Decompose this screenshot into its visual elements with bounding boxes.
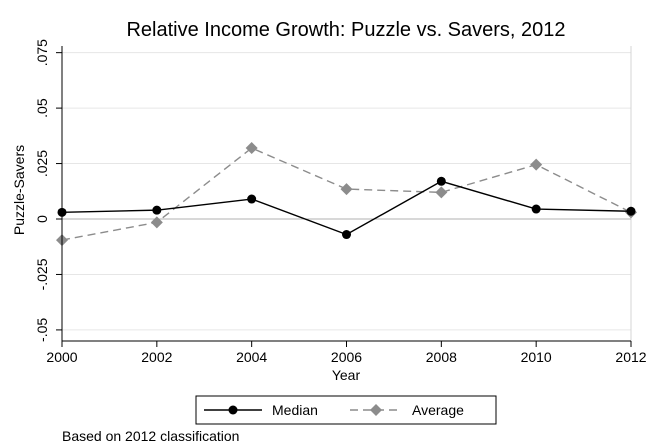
legend-marker-average	[370, 404, 382, 416]
data-point-median	[247, 194, 257, 204]
x-tick-label: 2002	[141, 349, 172, 365]
legend: Median Average	[195, 395, 497, 425]
y-tick-label: -.05	[34, 318, 50, 342]
axes	[56, 46, 632, 347]
data-point-average	[435, 186, 448, 199]
y-tick-label: .025	[34, 150, 50, 177]
series-median	[57, 176, 636, 240]
x-tick-label: 2004	[236, 349, 267, 365]
series-layer	[56, 142, 637, 247]
x-axis-label: Year	[332, 367, 361, 383]
data-point-median	[436, 176, 446, 186]
data-point-average	[530, 158, 543, 171]
y-tick-label: .05	[34, 98, 50, 118]
x-tick-label: 2008	[426, 349, 457, 365]
y-tick-label: -.025	[34, 258, 50, 290]
data-point-median	[626, 206, 636, 216]
x-tick-label: 2006	[331, 349, 362, 365]
grid-lines	[62, 52, 631, 331]
x-tick-label: 2000	[46, 349, 77, 365]
data-point-median	[342, 230, 351, 240]
legend-label-median: Median	[272, 402, 318, 418]
chart-title: Relative Income Growth: Puzzle vs. Saver…	[126, 19, 565, 41]
data-point-median	[531, 204, 541, 214]
series-average	[56, 142, 637, 247]
y-tick-label: 0	[34, 215, 50, 223]
legend-label-average: Average	[412, 402, 464, 418]
data-point-average	[340, 183, 353, 196]
legend-marker-median	[228, 405, 238, 415]
y-axis-label: Puzzle-Savers	[11, 145, 27, 235]
data-point-average	[150, 216, 163, 229]
x-tick-label: 2012	[615, 349, 646, 365]
y-tick-label: .075	[34, 39, 50, 66]
y-tick-labels: -.05 -.025 0 .025 .05 .075	[34, 39, 50, 342]
data-point-median	[152, 205, 162, 215]
x-tick-labels: 2000 2002 2004 2006 2008 2010 2012	[46, 349, 646, 365]
chart-note: Based on 2012 classification	[62, 428, 239, 444]
data-point-average	[245, 142, 258, 155]
x-tick-label: 2010	[521, 349, 552, 365]
